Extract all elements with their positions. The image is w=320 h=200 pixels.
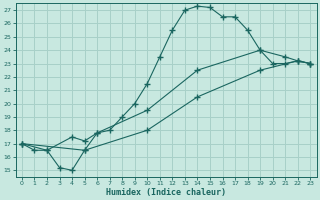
X-axis label: Humidex (Indice chaleur): Humidex (Indice chaleur) [106,188,226,197]
